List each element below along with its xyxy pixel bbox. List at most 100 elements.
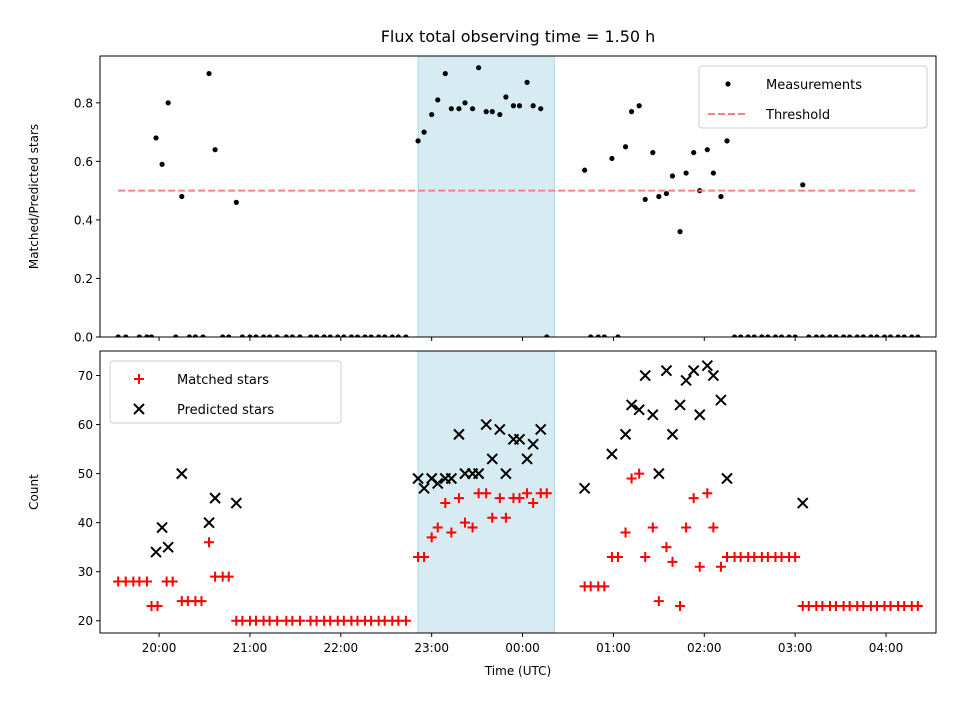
measurements-point xyxy=(362,334,368,337)
x-tick-label: 04:00 xyxy=(869,641,904,655)
matched-stars-point xyxy=(453,493,464,504)
measurements-point xyxy=(650,149,656,156)
matched-stars-point xyxy=(481,488,492,499)
x-tick-label: 00:00 xyxy=(505,641,540,655)
measurements-point xyxy=(212,147,218,153)
predicted-stars-point xyxy=(432,477,444,490)
matched-stars-point xyxy=(223,571,234,582)
measurements-point xyxy=(115,334,121,337)
legend-frame xyxy=(109,360,342,424)
measurements-point xyxy=(901,334,907,337)
matched-stars-point xyxy=(790,551,801,562)
predicted-stars-point xyxy=(494,423,506,436)
matched-stars-point xyxy=(653,596,664,607)
measurements-point xyxy=(841,334,847,337)
measurements-point xyxy=(874,334,880,337)
measurements-point xyxy=(489,109,495,115)
measurements-point xyxy=(274,334,280,337)
measurements-point xyxy=(144,334,150,337)
x-tick-label: 22:00 xyxy=(324,641,359,655)
measurements-point xyxy=(669,173,676,179)
matched-stars-point xyxy=(626,473,637,484)
predicted-stars-point xyxy=(230,497,243,509)
matched-stars-point xyxy=(467,522,478,533)
matched-stars-point xyxy=(419,551,430,562)
measurements-point xyxy=(382,334,388,337)
measurements-point xyxy=(327,334,333,337)
measurements-point xyxy=(751,334,757,337)
matched-stars-point xyxy=(715,561,726,572)
measurements-point xyxy=(909,334,915,337)
predicted-stars-point xyxy=(150,546,162,558)
measurements-point xyxy=(691,149,697,156)
predicted-stars-point xyxy=(660,364,673,377)
measurements-point xyxy=(321,334,327,337)
measurements-point xyxy=(429,111,435,118)
predicted-stars-point xyxy=(472,467,485,480)
measurements-point xyxy=(260,334,267,337)
matched-stars-point xyxy=(708,522,719,533)
measurements-point xyxy=(609,155,615,162)
measurements-point xyxy=(267,334,273,337)
measurements-point xyxy=(247,334,253,337)
matched-stars-point xyxy=(599,581,610,592)
legend-threshold-label: Threshold xyxy=(765,108,830,123)
measurements-point xyxy=(289,334,295,337)
x-tick-label: 20:00 xyxy=(142,641,177,655)
measurements-point xyxy=(476,65,482,71)
measurements-point xyxy=(503,94,509,100)
measurements-point xyxy=(153,135,159,141)
predicted-stars-point xyxy=(715,394,727,406)
legend-matched-stars-swatch xyxy=(134,374,144,384)
measurements-point xyxy=(348,334,355,337)
measurements-point xyxy=(226,334,232,337)
matched-stars-point xyxy=(661,542,672,553)
measurements-point xyxy=(136,334,142,337)
measurements-point xyxy=(636,103,642,109)
measurements-point xyxy=(313,334,320,337)
predicted-stars-point xyxy=(633,404,645,416)
matched-stars-point xyxy=(514,493,525,504)
shaded-interval xyxy=(417,55,555,338)
measurements-point xyxy=(745,334,751,337)
measurements-point xyxy=(179,193,185,200)
predicted-stars-point xyxy=(687,364,700,377)
matched-stars-point xyxy=(694,561,705,572)
measurements-point xyxy=(895,334,901,337)
measurements-point xyxy=(731,334,738,337)
measurements-point xyxy=(786,334,792,337)
legend-predicted-stars-label: Predicted stars xyxy=(177,403,274,418)
predicted-stars-point xyxy=(674,399,686,411)
measurements-point xyxy=(186,334,192,337)
measurements-point xyxy=(538,106,544,112)
measurements-point xyxy=(435,97,441,103)
plot-area xyxy=(113,360,923,626)
measurements-point xyxy=(544,334,550,337)
measurements-point xyxy=(622,144,629,150)
predicted-stars-point xyxy=(445,472,458,485)
predicted-stars-point xyxy=(578,482,591,495)
measurements-point xyxy=(307,334,314,337)
predicted-stars-point xyxy=(209,492,221,504)
measurements-point xyxy=(483,109,489,115)
legend-measurements-label: Measurements xyxy=(766,78,862,93)
matched-stars-point xyxy=(634,468,645,479)
matched-stars-point xyxy=(294,615,305,626)
measurements-point xyxy=(860,334,866,337)
predicted-stars-point xyxy=(162,541,174,553)
y-tick-label: 20 xyxy=(78,614,93,628)
predicted-stars-point xyxy=(619,428,632,441)
measurements-point xyxy=(516,103,523,109)
measurements-point xyxy=(200,334,206,337)
measurements-point xyxy=(354,334,361,337)
predicted-stars-point xyxy=(453,428,465,441)
matched-stars-point xyxy=(541,488,552,499)
measurements-point xyxy=(341,334,347,337)
measurements-point xyxy=(123,334,129,337)
predicted-stars-point xyxy=(666,428,679,441)
y-tick-label: 60 xyxy=(78,418,93,432)
predicted-stars-point xyxy=(521,453,533,465)
x-tick-label: 23:00 xyxy=(414,641,449,655)
measurements-point xyxy=(442,70,448,77)
predicted-stars-point xyxy=(500,467,512,480)
